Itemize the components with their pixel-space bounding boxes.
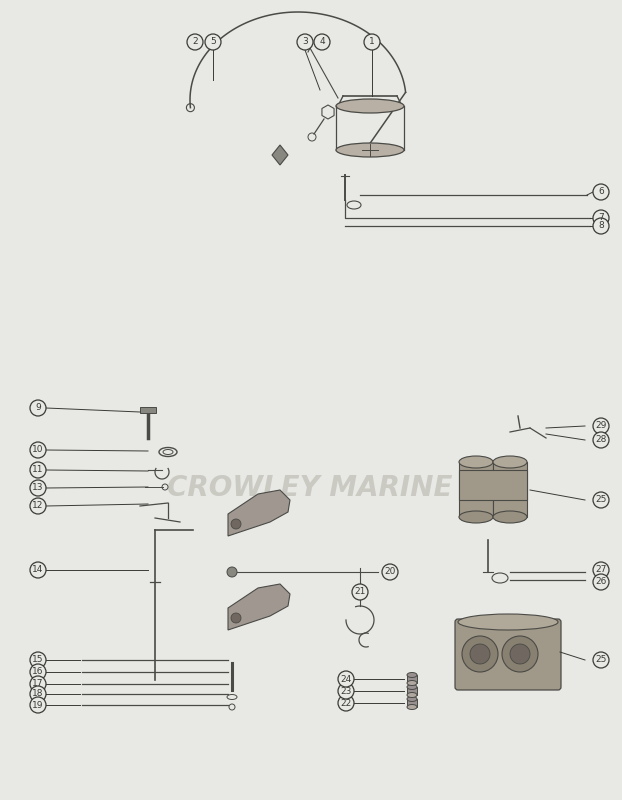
- FancyBboxPatch shape: [455, 619, 561, 690]
- Text: CROWLEY MARINE: CROWLEY MARINE: [167, 474, 453, 502]
- Ellipse shape: [407, 685, 417, 690]
- Text: 15: 15: [32, 655, 44, 665]
- Bar: [407, 675, 417, 683]
- Circle shape: [593, 210, 609, 226]
- Circle shape: [30, 498, 46, 514]
- Text: 27: 27: [595, 566, 606, 574]
- Circle shape: [338, 683, 354, 699]
- Circle shape: [231, 613, 241, 623]
- Text: 1: 1: [369, 38, 375, 46]
- Circle shape: [502, 636, 538, 672]
- Polygon shape: [228, 584, 290, 630]
- Ellipse shape: [493, 511, 527, 523]
- Circle shape: [205, 34, 221, 50]
- Ellipse shape: [407, 697, 417, 702]
- Bar: [140, 407, 156, 413]
- Text: 22: 22: [340, 698, 351, 707]
- Ellipse shape: [407, 681, 417, 686]
- Text: 13: 13: [32, 483, 44, 493]
- Circle shape: [338, 671, 354, 687]
- Text: 17: 17: [32, 679, 44, 689]
- Ellipse shape: [459, 511, 493, 523]
- Circle shape: [30, 676, 46, 692]
- Text: 2: 2: [192, 38, 198, 46]
- Ellipse shape: [458, 614, 558, 630]
- Text: 6: 6: [598, 187, 604, 197]
- Text: 26: 26: [595, 578, 606, 586]
- Text: 12: 12: [32, 502, 44, 510]
- Polygon shape: [272, 145, 288, 165]
- Circle shape: [364, 34, 380, 50]
- Text: 9: 9: [35, 403, 41, 413]
- Circle shape: [297, 34, 313, 50]
- Circle shape: [30, 562, 46, 578]
- Circle shape: [462, 636, 498, 672]
- Circle shape: [30, 686, 46, 702]
- Text: 4: 4: [319, 38, 325, 46]
- Circle shape: [593, 418, 609, 434]
- Text: 25: 25: [595, 655, 606, 665]
- Circle shape: [30, 442, 46, 458]
- Text: 21: 21: [355, 587, 366, 597]
- Ellipse shape: [407, 693, 417, 698]
- Circle shape: [30, 652, 46, 668]
- Circle shape: [338, 695, 354, 711]
- Text: 25: 25: [595, 495, 606, 505]
- Circle shape: [593, 492, 609, 508]
- Circle shape: [352, 584, 368, 600]
- Circle shape: [593, 574, 609, 590]
- Circle shape: [231, 519, 241, 529]
- Ellipse shape: [459, 456, 493, 468]
- Circle shape: [510, 644, 530, 664]
- Text: 5: 5: [210, 38, 216, 46]
- Circle shape: [30, 400, 46, 416]
- Ellipse shape: [407, 673, 417, 678]
- Circle shape: [227, 567, 237, 577]
- Circle shape: [382, 564, 398, 580]
- Circle shape: [30, 480, 46, 496]
- Text: 8: 8: [598, 222, 604, 230]
- Circle shape: [314, 34, 330, 50]
- Circle shape: [593, 218, 609, 234]
- Circle shape: [30, 462, 46, 478]
- Circle shape: [593, 432, 609, 448]
- Text: 20: 20: [384, 567, 396, 577]
- Circle shape: [593, 184, 609, 200]
- Bar: [493, 462, 527, 517]
- Text: 14: 14: [32, 566, 44, 574]
- Circle shape: [30, 664, 46, 680]
- Text: 10: 10: [32, 446, 44, 454]
- Text: 28: 28: [595, 435, 606, 445]
- Text: 24: 24: [340, 674, 351, 683]
- Text: 11: 11: [32, 466, 44, 474]
- Polygon shape: [228, 490, 290, 536]
- Circle shape: [470, 644, 490, 664]
- Circle shape: [30, 697, 46, 713]
- Bar: [459, 462, 493, 517]
- Ellipse shape: [336, 99, 404, 113]
- Bar: [459, 470, 527, 500]
- Text: 23: 23: [340, 686, 351, 695]
- Circle shape: [593, 562, 609, 578]
- Bar: [407, 699, 417, 707]
- Text: 18: 18: [32, 690, 44, 698]
- Text: 7: 7: [598, 214, 604, 222]
- Text: 29: 29: [595, 422, 606, 430]
- Text: 3: 3: [302, 38, 308, 46]
- Ellipse shape: [407, 705, 417, 710]
- Circle shape: [187, 34, 203, 50]
- Text: 16: 16: [32, 667, 44, 677]
- Ellipse shape: [336, 143, 404, 157]
- Ellipse shape: [493, 456, 527, 468]
- Circle shape: [593, 652, 609, 668]
- Bar: [407, 687, 417, 695]
- Text: 19: 19: [32, 701, 44, 710]
